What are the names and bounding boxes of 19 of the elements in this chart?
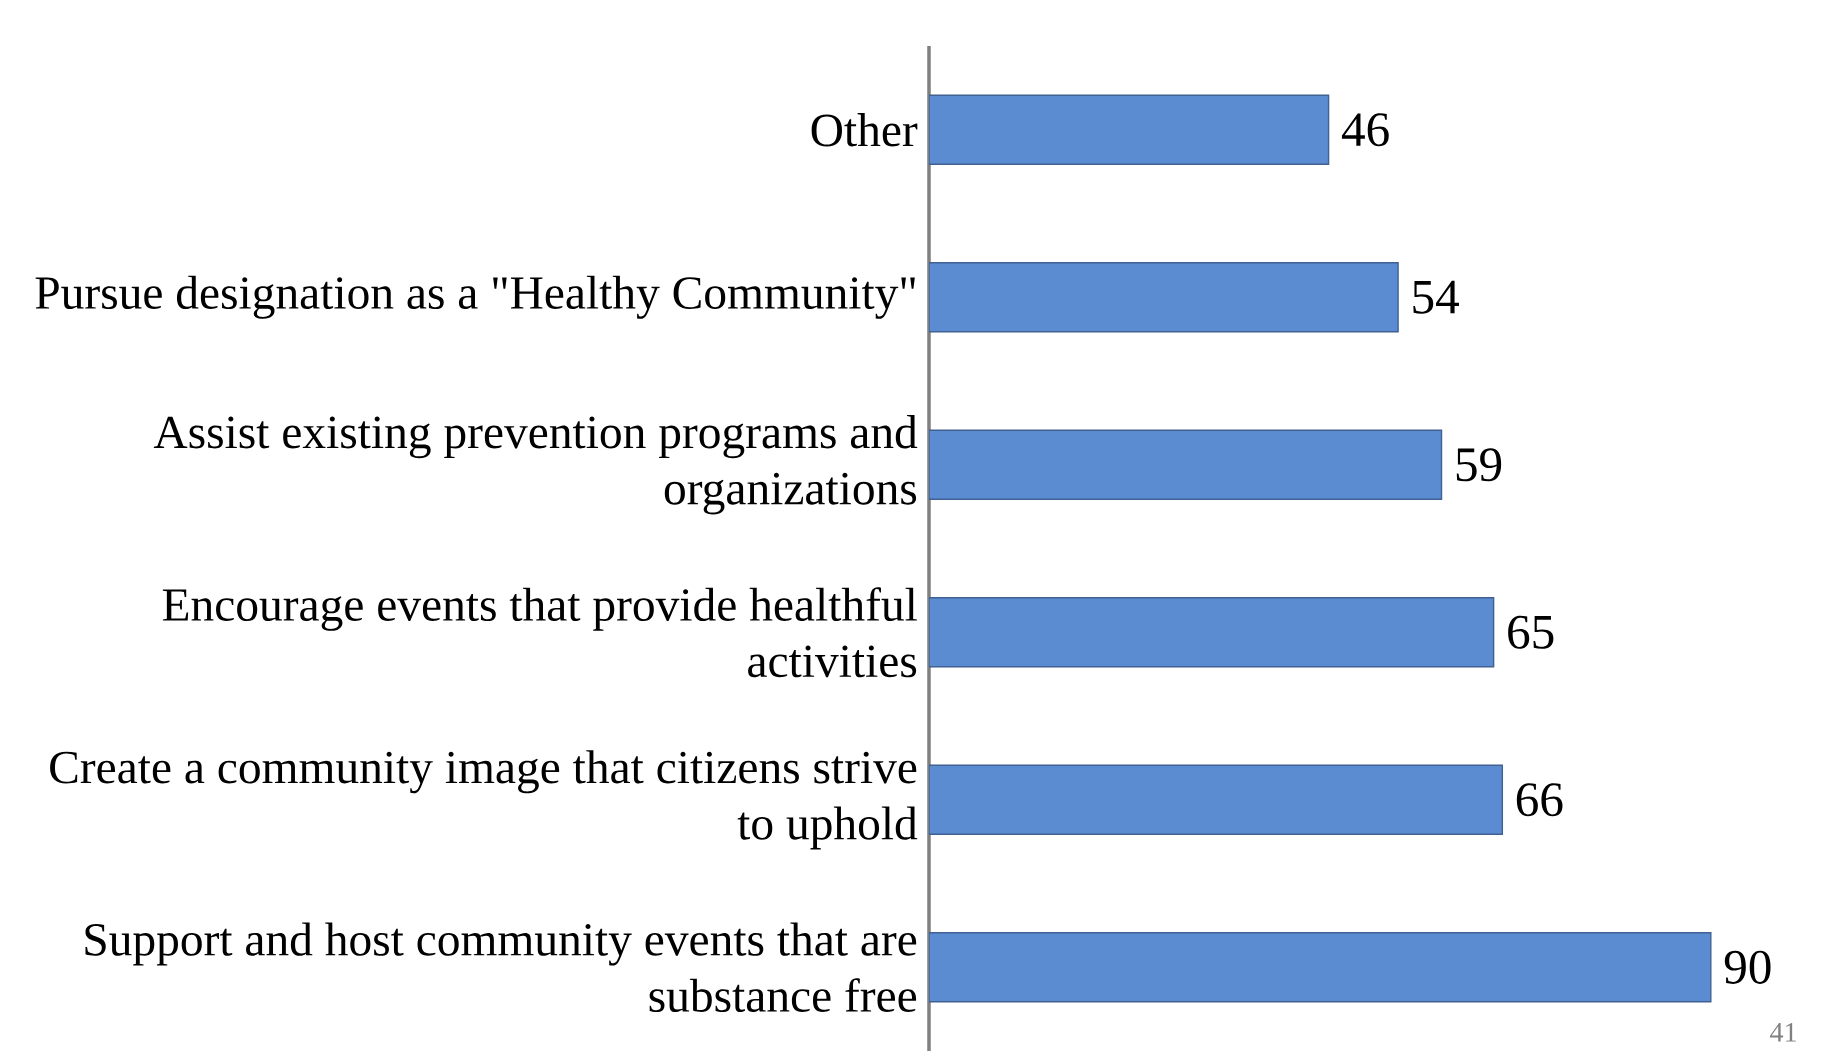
bar bbox=[929, 764, 1504, 835]
data-label: 66 bbox=[1516, 783, 1563, 817]
bar bbox=[929, 429, 1443, 500]
y-tick-label: Encourage events that provide healthful activities bbox=[162, 587, 917, 678]
bar bbox=[929, 597, 1495, 668]
data-label: 54 bbox=[1413, 280, 1459, 314]
y-tick-label: Assist existing prevention programs and organizations bbox=[153, 415, 918, 515]
data-label: 65 bbox=[1508, 615, 1554, 649]
data-label: 90 bbox=[1724, 950, 1771, 984]
bar bbox=[929, 94, 1330, 165]
data-label: 46 bbox=[1341, 113, 1389, 147]
y-tick-label: Create a community image that citizens strive to uphold bbox=[50, 750, 918, 850]
y-tick-label: Other bbox=[811, 113, 918, 147]
y-tick-label: Support and host community events that are substance free bbox=[85, 922, 917, 1013]
y-tick-label: Pursue designation as a "Healthy Community" bbox=[35, 275, 915, 319]
text: 41 bbox=[1770, 1023, 1796, 1042]
data-label: 59 bbox=[1456, 448, 1502, 482]
bar bbox=[929, 932, 1712, 1003]
bar bbox=[929, 262, 1399, 333]
